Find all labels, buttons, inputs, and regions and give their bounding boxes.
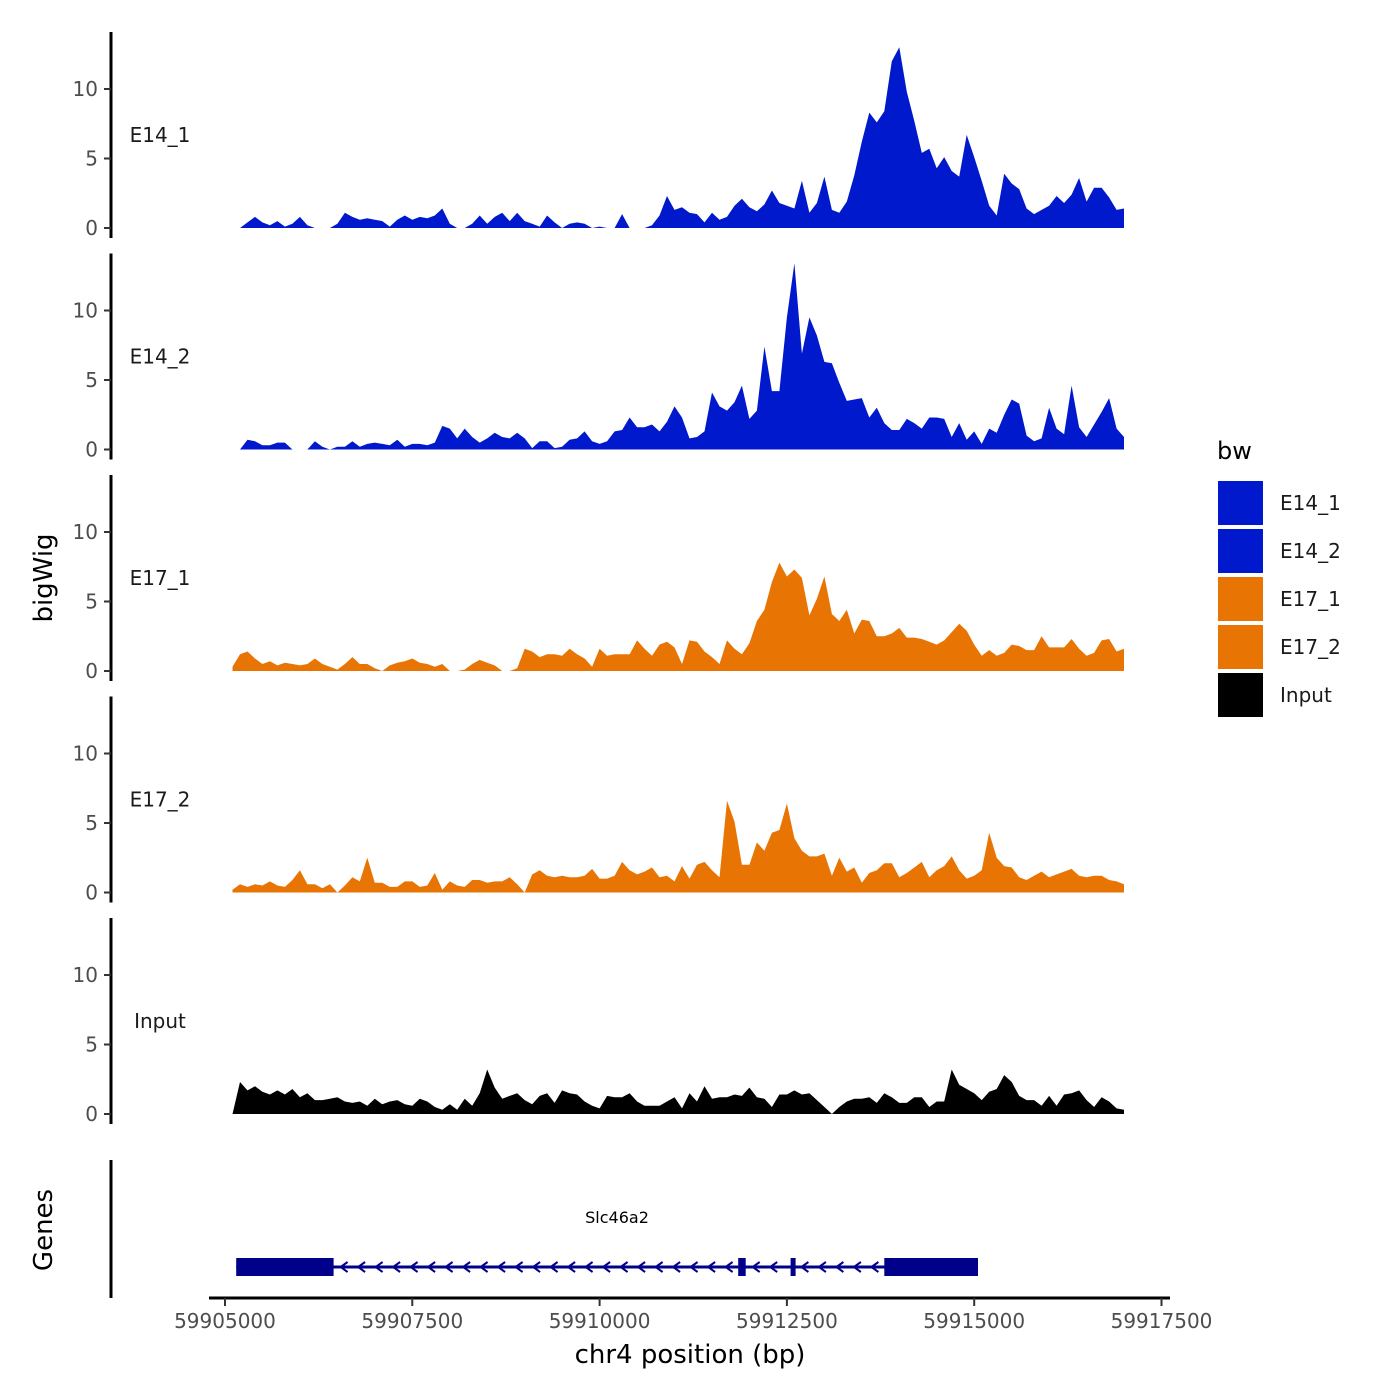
y-tick-label: 0 [85, 216, 98, 240]
track-panel-e14_1: 0 5 10 E14_1 [73, 32, 1124, 240]
x-tick-label: 59905000 [174, 1309, 276, 1333]
strand-arrow [768, 1261, 778, 1273]
track-label: E14_1 [130, 123, 191, 147]
x-axis: 59905000 59907500 59910000 59912500 59915000… [174, 1296, 1213, 1333]
track-label: E14_2 [130, 345, 191, 369]
legend-label: E14_2 [1280, 539, 1341, 563]
y-tick-label: 5 [85, 811, 98, 835]
gene-exon [790, 1258, 796, 1276]
legend-label: Input [1280, 683, 1332, 707]
legend-key-e17_2 [1218, 625, 1263, 669]
coverage-area-e17_2 [232, 800, 1124, 893]
strand-arrow [426, 1261, 436, 1273]
legend-label: E17_1 [1280, 587, 1341, 611]
strand-arrow [852, 1261, 862, 1273]
strand-arrow [869, 1261, 879, 1273]
strand-arrow [391, 1261, 401, 1273]
strand-arrow [653, 1261, 664, 1273]
strand-arrow [478, 1261, 489, 1273]
y-tick-label: 10 [73, 299, 98, 323]
coverage-area-input [232, 1069, 1124, 1114]
y-tick-label: 10 [73, 963, 98, 987]
strand-arrow [356, 1261, 366, 1273]
strand-arrow [566, 1261, 576, 1273]
legend-label: E14_1 [1280, 491, 1341, 515]
strand-arrow [636, 1261, 646, 1273]
strand-arrow [513, 1261, 524, 1273]
track-panel-e14_2: 0 5 10 E14_2 [73, 253, 1124, 462]
strand-arrow [601, 1261, 611, 1273]
gene-exon [738, 1258, 746, 1276]
y-tick-label: 5 [85, 147, 98, 171]
y-axis-title: bigWig [29, 533, 59, 622]
x-axis-title: chr4 position (bp) [575, 1340, 806, 1370]
strand-arrow [706, 1261, 716, 1273]
y-tick-label: 5 [85, 1033, 98, 1057]
y-tick-label: 0 [85, 881, 98, 905]
x-tick-label: 59910000 [549, 1309, 651, 1333]
strand-arrow [723, 1261, 734, 1273]
strand-arrow [688, 1261, 699, 1273]
y-tick-label: 0 [85, 1102, 98, 1126]
track-panel-input: 0 5 10 Input [73, 918, 1124, 1126]
y-tick-label: 10 [73, 77, 98, 101]
strand-arrow [817, 1261, 827, 1273]
strand-arrow [408, 1261, 419, 1273]
strand-arrow [799, 1261, 809, 1273]
y-tick-label: 0 [85, 659, 98, 683]
gene-exon [236, 1258, 334, 1276]
x-tick-label: 59917500 [1111, 1309, 1213, 1333]
gene-name-label: Slc46a2 [585, 1208, 649, 1227]
legend-label: E17_2 [1280, 635, 1341, 659]
track-panels: 0 5 10 E14_1 0 5 10 E14_2 0 5 10 E17_1 0 5 10 E17_2 0 5 10… [73, 32, 1124, 1126]
strand-arrow [548, 1261, 559, 1273]
x-tick-label: 59907500 [361, 1309, 463, 1333]
genes-panel: Slc46a2 [109, 1160, 978, 1298]
y-tick-label: 5 [85, 368, 98, 392]
y-tick-label: 5 [85, 590, 98, 614]
strand-arrow [583, 1261, 594, 1273]
legend-key-input [1218, 673, 1263, 717]
track-panel-e17_2: 0 5 10 E17_2 [73, 696, 1124, 905]
y-tick-label: 10 [73, 742, 98, 766]
track-label: Input [134, 1009, 186, 1033]
strand-arrow [373, 1261, 384, 1273]
strand-arrow [531, 1261, 541, 1273]
strand-arrow [338, 1261, 349, 1273]
genes-axis-title: Genes [29, 1189, 59, 1271]
strand-arrow [461, 1261, 471, 1273]
track-label: E17_2 [130, 788, 191, 812]
strand-arrow [750, 1261, 761, 1273]
gene-model [236, 1258, 978, 1276]
track-panel-e17_1: 0 5 10 E17_1 [73, 475, 1124, 683]
legend-key-e14_1 [1218, 481, 1263, 525]
legend-key-e14_2 [1218, 529, 1263, 573]
gene-exon [884, 1258, 978, 1276]
strand-arrow [671, 1261, 681, 1273]
y-tick-label: 10 [73, 520, 98, 544]
coverage-area-e17_1 [232, 562, 1124, 671]
x-tick-label: 59912500 [736, 1309, 838, 1333]
strand-arrow [496, 1261, 506, 1273]
strand-arrow [618, 1261, 629, 1273]
x-tick-label: 59915000 [923, 1309, 1025, 1333]
coverage-area-e14_1 [240, 47, 1124, 228]
y-tick-label: 0 [85, 438, 98, 462]
strand-arrow [834, 1261, 844, 1273]
track-label: E17_1 [130, 566, 191, 590]
legend-title: bw [1217, 437, 1252, 465]
legend: bw E14_1 E14_2 E17_1 E17_2 Input [1217, 437, 1341, 717]
coverage-area-e14_2 [240, 263, 1124, 450]
strand-arrow [443, 1261, 454, 1273]
legend-key-e17_1 [1218, 577, 1263, 621]
